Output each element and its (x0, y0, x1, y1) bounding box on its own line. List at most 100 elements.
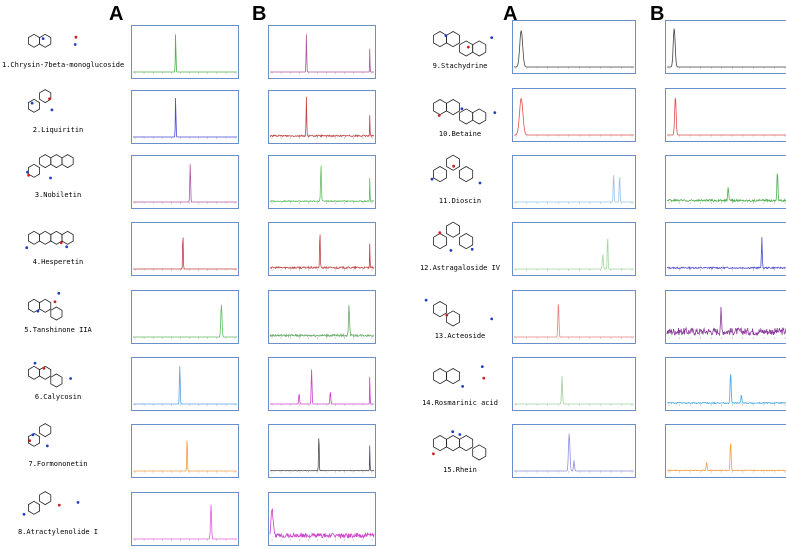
heteroatom-mark (452, 164, 455, 168)
chromatogram-a-panel (512, 155, 636, 209)
chromatogram-trace (666, 173, 786, 203)
panel-frame (665, 424, 786, 478)
chromatogram-a-panel (131, 25, 239, 79)
chromatogram-trace (666, 237, 786, 270)
heteroatom-mark (482, 376, 486, 380)
panel-frame (131, 357, 239, 411)
chromatogram-a-panel (512, 88, 636, 142)
heteroatom-mark (22, 512, 26, 516)
heteroatom-mark (478, 181, 482, 185)
ring-bond-path (27, 230, 41, 245)
flavanone-glucoside-structure (27, 89, 54, 113)
ring-bond-path (39, 89, 52, 104)
chromatogram-trace (269, 234, 375, 270)
chromatogram-trace (269, 96, 375, 138)
chromatogram-a-panel (512, 424, 636, 478)
compound-label: 14.Rosmarinic acid (422, 399, 498, 407)
ring-bond-path (61, 230, 74, 245)
chromatogram-b-panel (268, 90, 376, 144)
compound-label: 8.Atractylenolide I (17, 528, 99, 536)
ring-bond-path (27, 33, 41, 48)
panel-frame (512, 424, 636, 478)
heteroatom-mark (424, 298, 428, 302)
chromatogram-trace (133, 440, 237, 472)
ring-bond-path (459, 108, 474, 125)
ring-bond-path (472, 40, 487, 57)
panel-frame (268, 222, 376, 276)
heteroatom-mark (490, 317, 494, 321)
chromatogram-a-panel (131, 222, 239, 276)
ring-bond-path (446, 221, 460, 238)
heteroatom-mark (53, 300, 57, 304)
compound-label: 9.Stachydrine (432, 62, 488, 70)
chromatogram-trace (514, 238, 634, 270)
chromatogram-trace (133, 304, 237, 338)
anthraquinone-structure (432, 430, 487, 461)
ring-bond-path (27, 163, 41, 178)
panel-frame (512, 88, 636, 142)
diterpenoid-quinone-structure (27, 291, 63, 321)
heteroatom-mark (438, 231, 442, 235)
heteroatom-mark (445, 313, 449, 317)
compound-label: 12.Astragaloside IV (419, 264, 501, 272)
chromatogram-trace (667, 28, 786, 68)
heteroatom-mark (444, 34, 448, 37)
ring-bond-path (433, 301, 447, 318)
sesquiterpene-lactone-structure (22, 491, 80, 516)
ring-bond-path (446, 99, 460, 116)
chromatogram-a-panel (131, 90, 239, 144)
triterpenoid-saponin-structure (433, 221, 474, 252)
chromatogram-a-panel (512, 20, 636, 74)
ring-bond-path (433, 233, 447, 250)
heteroatom-mark (31, 433, 35, 437)
heteroatom-mark (57, 291, 61, 295)
ring-bond-path (50, 373, 63, 388)
panel-frame (665, 155, 786, 209)
compound-label: 2.Liquiritin (32, 126, 84, 134)
chromatogram-trace (514, 175, 634, 203)
heteroatom-mark (432, 452, 435, 456)
chromatogram-b-panel (268, 290, 376, 344)
flavanone-structure (25, 230, 74, 250)
chromatogram-a-panel (131, 155, 239, 209)
panel-frame (665, 20, 786, 74)
panel-frame (512, 290, 636, 344)
ring-bond-path (433, 31, 447, 48)
ring-bond-path (433, 99, 447, 116)
chromatogram-trace (269, 305, 375, 338)
ring-bond-path (472, 108, 487, 125)
heteroatom-mark (437, 114, 441, 117)
isoflavone-methoxy-structure (27, 423, 52, 448)
heteroatom-mark (461, 385, 464, 388)
ring-bond-path (446, 31, 460, 48)
panel-frame (131, 155, 239, 209)
steroidal-saponin-structure (430, 154, 482, 185)
panel-frame (131, 424, 239, 478)
ring-bond-path (39, 154, 52, 169)
chromatogram-trace (666, 443, 786, 472)
phenylethanoid-glycoside-structure (424, 298, 494, 327)
chromatogram-trace (270, 369, 374, 405)
ring-bond-path (39, 423, 52, 438)
heteroatom-mark (42, 366, 46, 370)
flavone-glucoside-structure (27, 33, 78, 48)
chromatogram-trace (666, 306, 786, 337)
panel-frame (268, 25, 376, 79)
chromatogram-a-panel (512, 290, 636, 344)
heteroatom-mark (25, 246, 29, 250)
ring-bond-path (27, 98, 41, 113)
heteroatom-mark (49, 176, 52, 180)
ring-bond-path (39, 491, 52, 506)
chromatogram-b-panel (268, 424, 376, 478)
heteroatom-mark (458, 433, 462, 436)
heteroatom-mark (41, 37, 45, 40)
chromatogram-a-panel (131, 357, 239, 411)
panel-frame (512, 20, 636, 74)
chromatogram-trace (269, 438, 375, 472)
panel-frame (665, 357, 786, 411)
chromatogram-trace (269, 165, 375, 203)
panel-frame (665, 222, 786, 276)
heteroatom-mark (449, 249, 453, 252)
compound-label: 7.Formononetin (28, 460, 88, 468)
chromatogram-trace (133, 97, 237, 138)
